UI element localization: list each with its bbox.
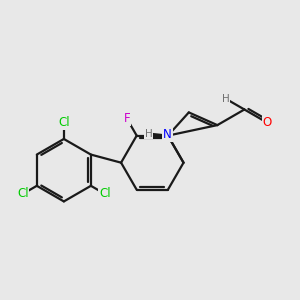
Text: Cl: Cl [99, 188, 111, 200]
Text: H: H [222, 94, 229, 103]
Text: Cl: Cl [58, 116, 70, 129]
Text: N: N [163, 128, 172, 142]
Text: O: O [263, 116, 272, 129]
Text: Cl: Cl [17, 188, 28, 200]
Text: H: H [145, 129, 152, 139]
Text: F: F [124, 112, 130, 125]
